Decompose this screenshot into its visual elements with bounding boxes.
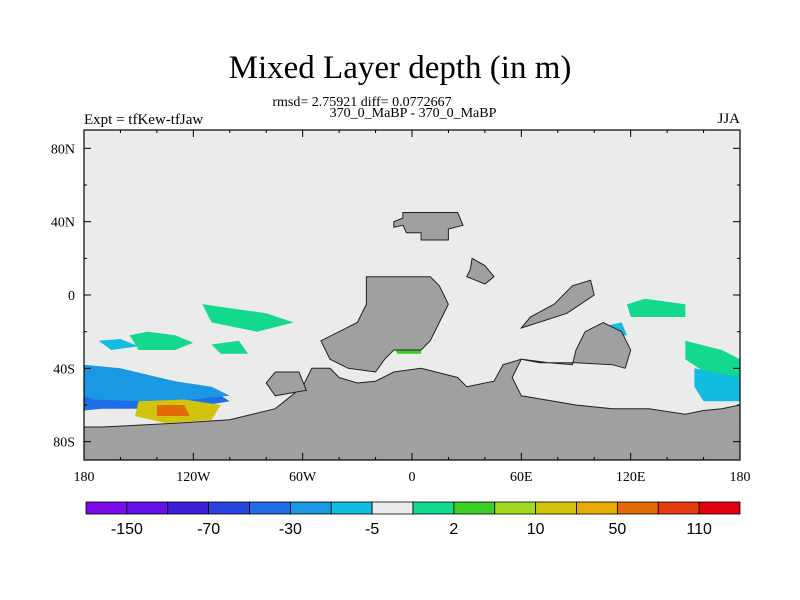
colorbar-swatch [167, 501, 210, 515]
colorbar-swatch [126, 501, 169, 515]
colorbar-label: -30 [279, 521, 302, 538]
land-north-land-b [466, 257, 495, 285]
land-north-land-a [393, 212, 464, 241]
colorbar-swatch [535, 501, 577, 515]
anomaly-region-sw-green-a [129, 331, 194, 350]
colorbar-swatch [289, 501, 332, 515]
colorbar-label: -70 [197, 521, 220, 538]
colorbar-swatch [494, 501, 537, 515]
chart-title: Mixed Layer depth (in m) [228, 50, 572, 86]
x-tick-label: 60W [289, 470, 317, 485]
anomaly-region-sw-orange [156, 405, 190, 416]
land-east-peninsula [519, 279, 595, 330]
colorbar-label: 10 [527, 521, 545, 538]
x-tick-label: 180 [730, 470, 751, 485]
x-tick-label: 0 [409, 470, 416, 485]
y-tick-label: 80N [51, 142, 75, 157]
colorbar-swatch [453, 501, 496, 515]
y-tick-label: 40S [53, 362, 75, 377]
colorbar-swatch [412, 501, 455, 515]
anomaly-region-mid-green-a [202, 304, 294, 332]
anomaly-region-se-cyan [694, 368, 740, 402]
map-axes: 180 120W 60W 0 60E 120E 180 80N 40N 0 40S 80S [51, 129, 751, 485]
y-tick-label: 0 [68, 289, 75, 304]
anomaly-region-ne-green-a [627, 298, 686, 317]
experiment-label: Expt = tfKew-tfJaw [84, 112, 204, 128]
colorbar-swatch [330, 501, 373, 515]
y-tick-label: 40N [51, 216, 75, 231]
colorbar-swatch [698, 501, 741, 515]
land-central-land [320, 276, 449, 373]
colorbar-swatch [371, 501, 414, 515]
colorbar-swatch [657, 501, 700, 515]
y-tick-label: 80S [53, 436, 75, 451]
x-tick-label: 120E [616, 470, 646, 485]
colorbar-label: 50 [608, 521, 626, 538]
season-label: JJA [717, 111, 740, 127]
stats-line: rmsd= 2.75921 diff= 0.0772667 [272, 95, 452, 110]
x-tick-label: 60E [510, 470, 533, 485]
colorbar-label: 2 [449, 521, 458, 538]
colorbar-swatch [249, 501, 291, 515]
anomaly-region-mid-green-b [211, 340, 248, 354]
colorbar-label: -150 [111, 521, 143, 538]
colorbar-label: -5 [365, 521, 379, 538]
colorbar-swatch [85, 501, 128, 515]
colorbar-swatch [616, 501, 659, 515]
anomaly-region-sw-blue-b [84, 364, 230, 402]
colorbar-swatch [208, 501, 250, 515]
colorbar-swatch [576, 501, 618, 515]
anomaly-region-sw-cyan [98, 339, 139, 350]
colorbar-label: 110 [686, 521, 712, 538]
chart-subtitle: 370_0_MaBP - 370_0_MaBP [329, 106, 497, 121]
x-tick-label: 180 [74, 470, 95, 485]
map-plot-area [83, 130, 741, 461]
x-tick-label: 120W [176, 470, 211, 485]
colorbar: -150 -70 -30 -5 2 10 50 110 [85, 501, 741, 538]
land-south-island [265, 371, 307, 397]
